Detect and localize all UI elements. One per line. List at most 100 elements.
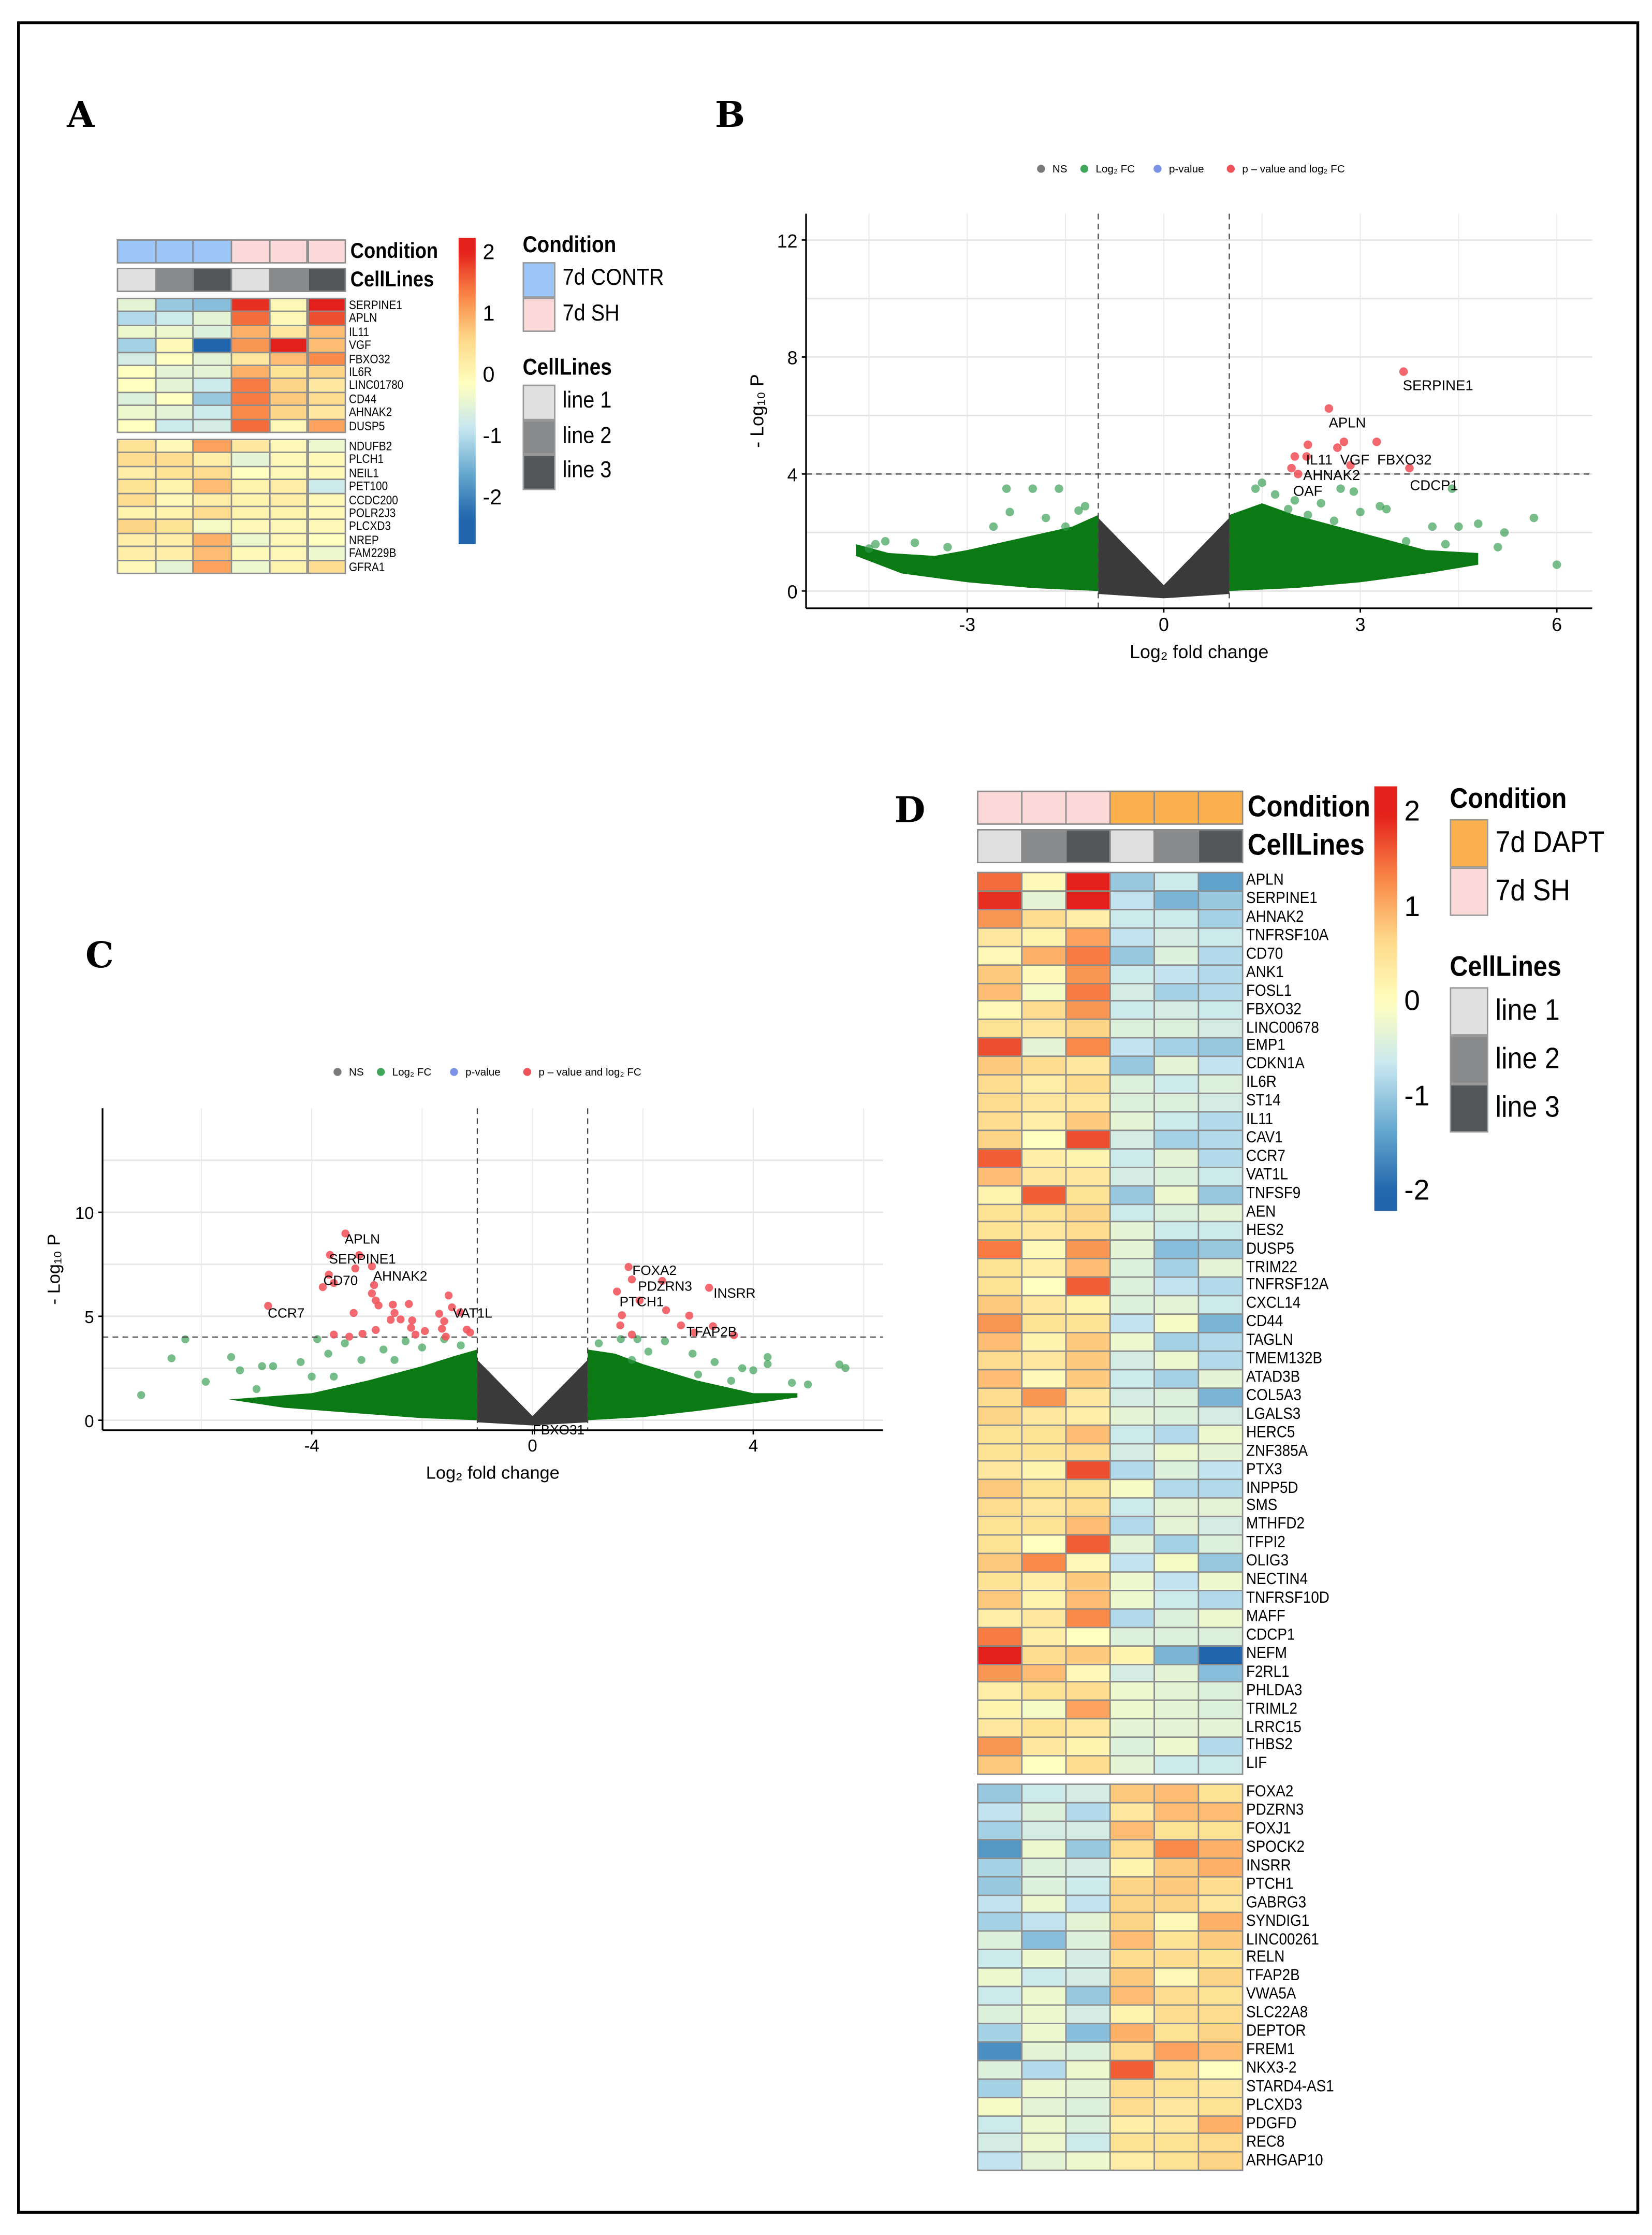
log2fc-point <box>881 537 890 546</box>
heatmap-cell <box>306 559 346 574</box>
gene-label: CXCL14 <box>1246 1295 1301 1313</box>
significant-point <box>386 1315 395 1324</box>
log2fc-point <box>252 1385 261 1394</box>
heatmap-cell <box>1153 1387 1200 1407</box>
significant-point <box>407 1324 415 1332</box>
log2fc-point <box>357 1356 366 1364</box>
cellline-annotation-cell <box>306 268 346 292</box>
heatmap-cell <box>1109 1350 1155 1370</box>
gene-label: INSRR <box>1246 1857 1291 1875</box>
heatmap-cell <box>1021 1497 1067 1518</box>
heatmap-cell <box>1197 945 1244 965</box>
heatmap-cell <box>977 1184 1023 1204</box>
gene-label: VAT1L <box>1246 1166 1289 1184</box>
significant-point <box>389 1300 397 1309</box>
heatmap-cell <box>1065 1313 1111 1333</box>
log2fc-point <box>1356 507 1365 517</box>
gene-label: DEPTOR <box>1246 2023 1306 2040</box>
significant-point <box>330 1330 338 1339</box>
log2fc-point <box>1074 506 1083 515</box>
significant-point <box>616 1321 624 1330</box>
gene-label: NEIL1 <box>349 465 379 480</box>
gene-label: NECTIN4 <box>1246 1571 1308 1589</box>
gene-label: F2RL1 <box>1246 1663 1290 1681</box>
heatmap-cell <box>1197 1497 1244 1518</box>
log2fc-point <box>1441 540 1450 549</box>
gene-annotation-label: TFAP2B <box>686 1324 737 1339</box>
legend-label: p-value <box>465 1066 501 1078</box>
significant-point <box>1287 463 1296 473</box>
panel-label-c: C <box>85 934 114 976</box>
gene-label: AHNAK2 <box>349 404 392 419</box>
legend-dot-0 <box>333 1068 342 1076</box>
heatmap-cell <box>154 418 195 433</box>
x-tick-label: 0 <box>528 1436 537 1455</box>
gene-label: DUSP5 <box>1246 1240 1294 1257</box>
legend-label: p-value <box>1169 163 1204 175</box>
significant-point <box>370 1281 378 1289</box>
log2fc-point <box>865 544 873 553</box>
heatmap-cell <box>1197 927 1244 947</box>
heatmap-cell <box>306 418 346 433</box>
legend-swatch-line-3 <box>1450 1084 1488 1133</box>
legend-label: 7d SH <box>562 301 620 326</box>
log2fc-point <box>1304 511 1312 519</box>
gene-annotation-label: VAT1L <box>453 1305 492 1321</box>
panel-label-b: B <box>714 94 745 136</box>
gene-label: FOXA2 <box>1246 1783 1294 1801</box>
gene-annotation-label: CD70 <box>323 1272 358 1288</box>
log2fc-point <box>418 1343 427 1352</box>
heatmap-cell <box>1153 908 1200 928</box>
heatmap-cell <box>977 1912 1023 1933</box>
significant-point <box>368 1289 376 1298</box>
figure-border <box>17 21 1640 2214</box>
log2fc-point <box>1552 560 1561 569</box>
log2fc-point <box>379 1345 388 1354</box>
legend-swatch-line-3 <box>522 454 555 489</box>
legend-label: line 1 <box>1495 994 1560 1027</box>
log2fc-point <box>1080 502 1090 511</box>
legend-swatch-line-1 <box>522 384 555 420</box>
log2fc-point <box>1290 496 1299 505</box>
significant-point <box>1290 452 1299 461</box>
legend-condition-title: Condition <box>1450 783 1567 815</box>
heatmap-cell <box>1197 1313 1244 1333</box>
heatmap-cell <box>977 1875 1023 1896</box>
gene-label: LINC00678 <box>1246 1019 1319 1037</box>
condition-annotation-cell <box>306 239 346 264</box>
gene-label: CAV1 <box>1246 1129 1283 1147</box>
legend-celllines-title: CellLines <box>1450 951 1561 983</box>
condition-annotation-label: Condition <box>350 239 438 264</box>
significant-point <box>456 1308 464 1316</box>
significant-point <box>442 1332 450 1341</box>
log2fc-point <box>1500 528 1509 537</box>
significant-point <box>444 1291 453 1300</box>
significant-point <box>466 1328 474 1337</box>
gene-label: FAM229B <box>349 545 397 560</box>
significant-point <box>1399 367 1408 376</box>
gene-label: CDCP1 <box>1246 1627 1295 1644</box>
log2fc-point <box>1028 484 1037 493</box>
log2fc-point <box>749 1366 757 1374</box>
heatmap-cell <box>1065 1912 1111 1933</box>
heatmap-cell <box>1021 1967 1067 1987</box>
legend-label: NS <box>349 1066 364 1078</box>
heatmap-cell <box>1021 1626 1067 1647</box>
gene-annotation-label: INSRR <box>713 1285 755 1301</box>
heatmap-cell <box>154 404 195 420</box>
cellline-annotation-cell <box>193 268 232 292</box>
log2fc-point <box>764 1353 772 1361</box>
gene-label: SMS <box>1246 1498 1278 1515</box>
gene-label: FOXJ1 <box>1246 1820 1291 1838</box>
significant-point <box>448 1303 456 1312</box>
heatmap-cell <box>1197 1055 1244 1076</box>
colorbar <box>1374 786 1397 1211</box>
cellline-annotation-cell <box>154 268 195 292</box>
heatmap-cell <box>1153 1820 1200 1840</box>
legend-condition-title: Condition <box>522 234 617 258</box>
legend-label: p – value and log₂ FC <box>1242 163 1344 175</box>
gene-annotation-label: SERPINE1 <box>329 1251 396 1267</box>
y-axis-title: - Log₁₀ P <box>45 1234 64 1305</box>
significant-point <box>411 1330 420 1339</box>
